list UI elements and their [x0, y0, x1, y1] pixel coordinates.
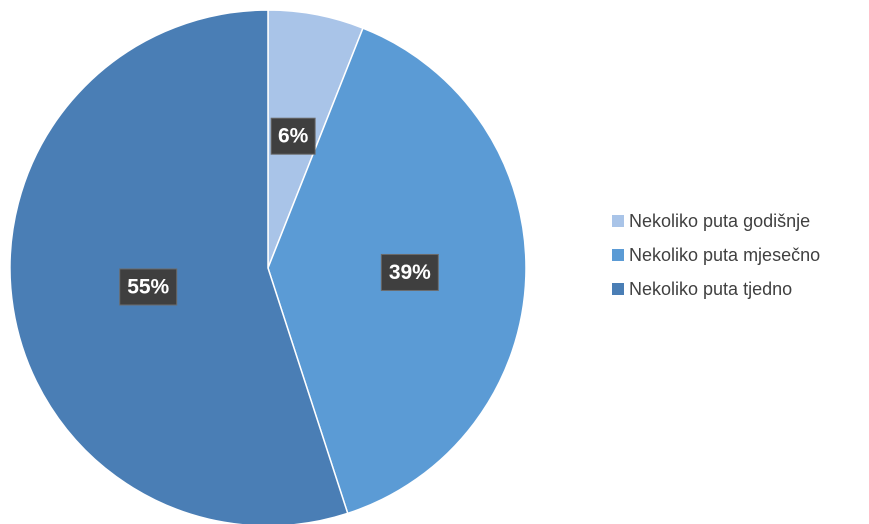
pie-slice-tjedno: [9, 9, 349, 524]
pie-data-labels: 6% 39% 55%: [119, 117, 439, 306]
legend-item-mjesecno: Nekoliko puta mjesečno: [612, 244, 820, 266]
data-label-godisnje: 6%: [270, 117, 316, 155]
pie-slices: [9, 9, 527, 524]
legend-label: Nekoliko puta mjesečno: [629, 244, 821, 265]
data-label-text: 6%: [278, 125, 309, 148]
data-label-text: 55%: [127, 275, 169, 298]
legend: Nekoliko puta godišnje Nekoliko puta mje…: [612, 210, 820, 300]
data-label-box: [270, 117, 316, 155]
legend-swatch: [612, 249, 624, 261]
data-label-tjedno: 55%: [119, 268, 178, 306]
legend-item-godisnje: Nekoliko puta godišnje: [612, 210, 820, 232]
data-label-mjesecno: 39%: [380, 253, 439, 291]
data-label-box: [119, 268, 178, 306]
legend-swatch: [612, 215, 624, 227]
legend-item-tjedno: Nekoliko puta tjedno: [612, 278, 820, 300]
legend-label: Nekoliko puta tjedno: [629, 278, 793, 299]
legend-swatch: [612, 283, 624, 295]
data-label-text: 39%: [389, 261, 431, 284]
data-label-box: [380, 253, 439, 291]
legend-label: Nekoliko puta godišnje: [629, 210, 811, 231]
